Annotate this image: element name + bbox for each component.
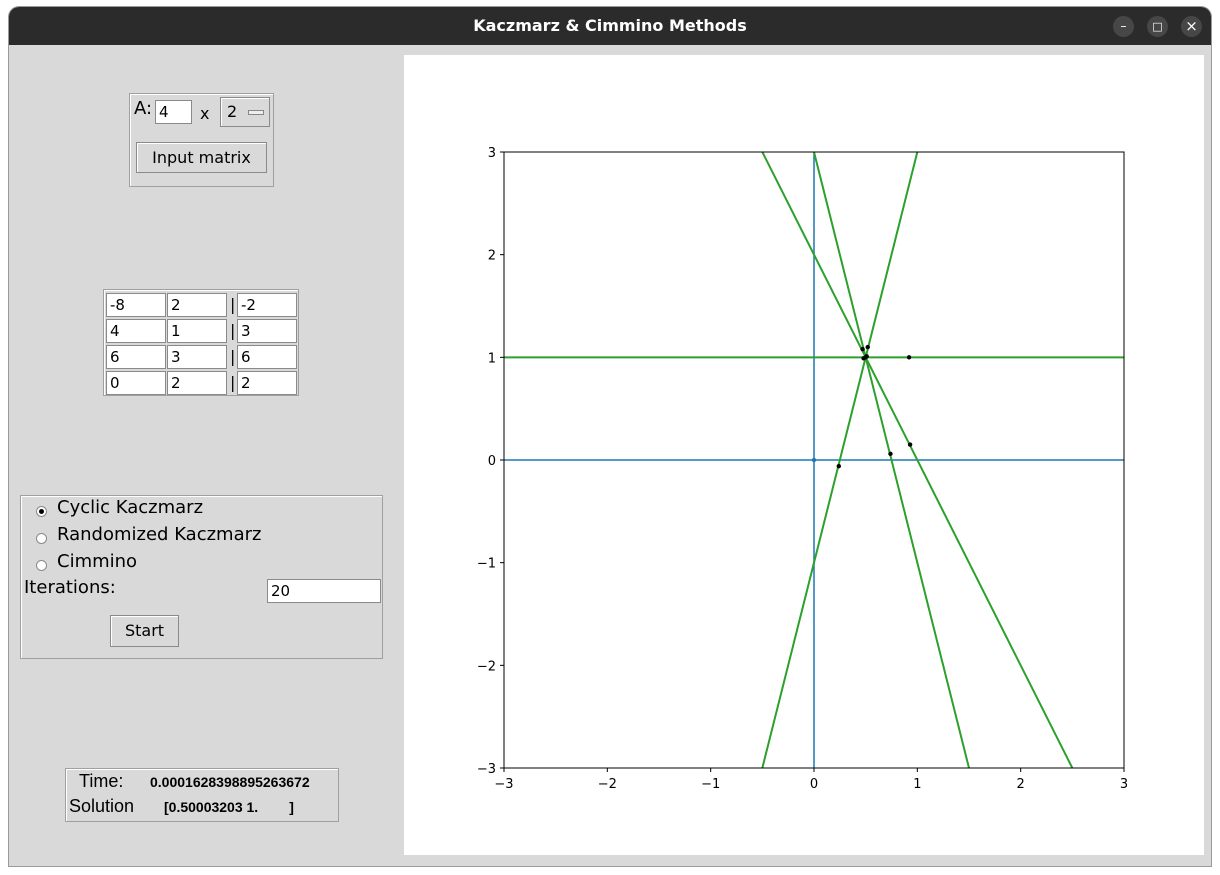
matrix-b-cell[interactable] [237, 293, 297, 317]
y-tick-label: −3 [477, 762, 496, 777]
x-tick-label: −2 [598, 777, 617, 792]
method-label: Cyclic Kaczmarz [57, 497, 204, 518]
y-tick-label: 3 [488, 146, 496, 161]
cols-value: 2 [227, 102, 238, 121]
title-bar[interactable]: Kaczmarz & Cimmino Methods – □ × [9, 7, 1211, 45]
start-button[interactable]: Start [110, 615, 179, 647]
constraint-line [761, 152, 1074, 768]
matrix-a-cell[interactable] [167, 345, 227, 369]
x-tick-label: 2 [1017, 777, 1025, 792]
time-value: 0.0001628398895263672 [150, 774, 310, 790]
constraint-line [812, 152, 971, 768]
radio-icon[interactable] [36, 560, 47, 571]
iterate-point [836, 463, 841, 469]
x-tick-label: 1 [913, 777, 921, 792]
window-title: Kaczmarz & Cimmino Methods [473, 16, 747, 35]
augment-separator: | [230, 373, 236, 392]
y-tick-label: −2 [477, 659, 496, 674]
iterations-input[interactable] [267, 579, 381, 603]
iterate-point [811, 457, 817, 463]
y-tick-label: 0 [488, 454, 496, 469]
matrix-a-cell[interactable] [106, 319, 166, 343]
minimize-button[interactable]: – [1113, 16, 1134, 37]
iterate-point [907, 442, 913, 447]
y-tick-label: 2 [488, 249, 496, 264]
matrix-a-cell[interactable] [167, 293, 227, 317]
matrix-b-cell[interactable] [237, 319, 297, 343]
close-button[interactable]: × [1181, 16, 1202, 37]
x-tick-label: −3 [494, 777, 513, 792]
iterate-point [860, 346, 865, 352]
matrix-a-cell[interactable] [167, 371, 227, 395]
dropdown-indicator-icon [248, 110, 264, 115]
iterate-point [888, 451, 893, 457]
iterations-label: Iterations: [24, 577, 116, 598]
x-tick-label: 0 [810, 777, 818, 792]
x-tick-label: −1 [701, 777, 720, 792]
input-matrix-button[interactable]: Input matrix [136, 142, 267, 173]
rows-input[interactable] [155, 100, 192, 124]
matrix-entries-panel: | | | | [103, 289, 299, 396]
solution-value: [0.50003203 1. ] [164, 799, 294, 815]
result-panel: Time: 0.0001628398895263672 Solution [0.… [65, 768, 339, 822]
y-tick-label: 1 [488, 351, 496, 366]
y-tick-label: −1 [477, 557, 496, 572]
augment-separator: | [230, 347, 236, 366]
methods-panel: Cyclic Kaczmarz Randomized Kaczmarz Cimm… [20, 495, 383, 659]
method-label: Cimmino [57, 551, 138, 572]
x-tick-label: 3 [1120, 777, 1128, 792]
matrix-a-cell[interactable] [106, 371, 166, 395]
time-label: Time: [79, 771, 124, 791]
iterate-point [906, 355, 912, 360]
cols-select[interactable]: 2 [220, 97, 270, 127]
matrix-a-cell[interactable] [106, 293, 166, 317]
plot-svg: −3 −2 −1 0 1 2 3 −3 −2 −1 0 1 2 3 [477, 146, 1128, 792]
solution-label: Solution [69, 796, 135, 816]
matrix-a-cell[interactable] [167, 319, 227, 343]
method-label: Randomized Kaczmarz [57, 524, 262, 545]
matrix-b-cell[interactable] [237, 345, 297, 369]
app-window: Kaczmarz & Cimmino Methods – □ × A: x 2 … [9, 7, 1211, 866]
augment-separator: | [230, 295, 236, 314]
main-content: A: x 2 Input matrix | | [10, 45, 1210, 865]
times-label: x [200, 104, 210, 123]
radio-icon[interactable] [36, 533, 47, 544]
iterate-point [865, 344, 870, 350]
constraint-line [761, 152, 919, 768]
matrix-size-panel: A: x 2 Input matrix [129, 93, 274, 187]
matrix-a-label: A: [134, 98, 153, 119]
maximize-button[interactable]: □ [1147, 16, 1168, 37]
augment-separator: | [230, 321, 236, 340]
iterate-point [864, 354, 869, 359]
matrix-b-cell[interactable] [237, 371, 297, 395]
matrix-a-cell[interactable] [106, 345, 166, 369]
radio-icon[interactable] [36, 506, 47, 517]
plot-canvas[interactable]: −3 −2 −1 0 1 2 3 −3 −2 −1 0 1 2 3 [404, 55, 1204, 855]
